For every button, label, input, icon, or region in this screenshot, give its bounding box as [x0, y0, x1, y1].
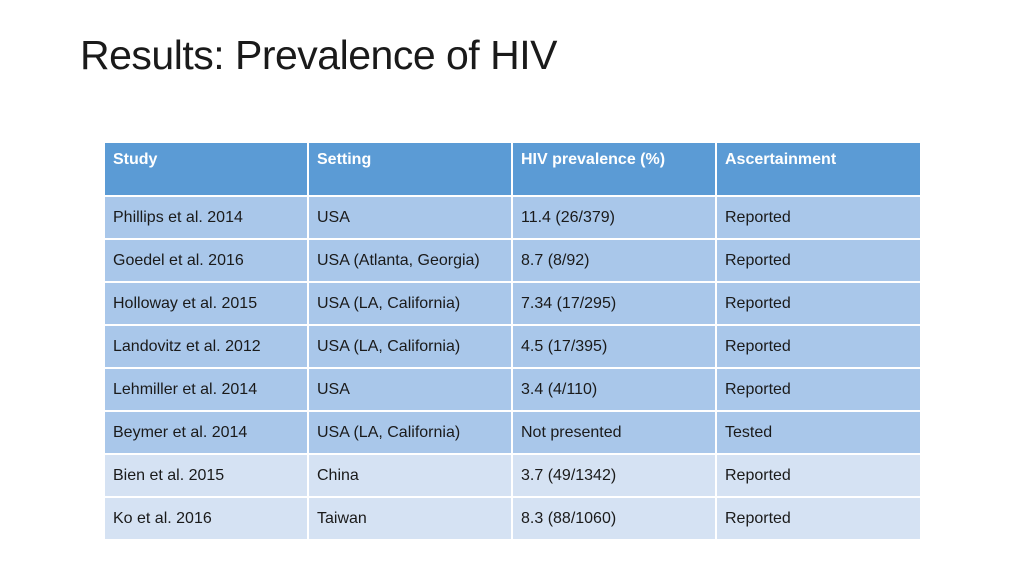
table-row: Beymer et al. 2014 USA (LA, California) …: [103, 410, 922, 455]
cell-prevalence: 4.5 (17/395): [511, 324, 717, 369]
table-row: Goedel et al. 2016 USA (Atlanta, Georgia…: [103, 238, 922, 283]
cell-prevalence: 8.3 (88/1060): [511, 496, 717, 541]
table-row: Landovitz et al. 2012 USA (LA, Californi…: [103, 324, 922, 369]
cell-setting: USA (Atlanta, Georgia): [307, 238, 513, 283]
table-row: Ko et al. 2016 Taiwan 8.3 (88/1060) Repo…: [103, 496, 922, 541]
table-row: Holloway et al. 2015 USA (LA, California…: [103, 281, 922, 326]
header-study: Study: [103, 141, 309, 197]
cell-prevalence: 8.7 (8/92): [511, 238, 717, 283]
cell-study: Phillips et al. 2014: [103, 195, 309, 240]
cell-ascertainment: Reported: [715, 238, 922, 283]
cell-ascertainment: Tested: [715, 410, 922, 455]
cell-study: Holloway et al. 2015: [103, 281, 309, 326]
cell-setting: USA (LA, California): [307, 324, 513, 369]
cell-setting: China: [307, 453, 513, 498]
cell-ascertainment: Reported: [715, 281, 922, 326]
cell-study: Ko et al. 2016: [103, 496, 309, 541]
cell-setting: Taiwan: [307, 496, 513, 541]
header-ascertainment: Ascertainment: [715, 141, 922, 197]
cell-setting: USA (LA, California): [307, 410, 513, 455]
cell-setting: USA (LA, California): [307, 281, 513, 326]
header-setting: Setting: [307, 141, 513, 197]
cell-study: Beymer et al. 2014: [103, 410, 309, 455]
table-row: Lehmiller et al. 2014 USA 3.4 (4/110) Re…: [103, 367, 922, 412]
cell-ascertainment: Reported: [715, 496, 922, 541]
cell-ascertainment: Reported: [715, 367, 922, 412]
cell-study: Goedel et al. 2016: [103, 238, 309, 283]
slide-title: Results: Prevalence of HIV: [80, 32, 557, 78]
header-hiv-prevalence: HIV prevalence (%): [511, 141, 717, 197]
table-header-row: Study Setting HIV prevalence (%) Ascerta…: [103, 141, 922, 197]
table-row: Bien et al. 2015 China 3.7 (49/1342) Rep…: [103, 453, 922, 498]
table-row: Phillips et al. 2014 USA 11.4 (26/379) R…: [103, 195, 922, 240]
results-table: Study Setting HIV prevalence (%) Ascerta…: [103, 141, 922, 541]
cell-prevalence: 3.7 (49/1342): [511, 453, 717, 498]
cell-study: Lehmiller et al. 2014: [103, 367, 309, 412]
cell-ascertainment: Reported: [715, 195, 922, 240]
cell-prevalence: Not presented: [511, 410, 717, 455]
cell-prevalence: 11.4 (26/379): [511, 195, 717, 240]
cell-prevalence: 3.4 (4/110): [511, 367, 717, 412]
cell-setting: USA: [307, 367, 513, 412]
cell-study: Landovitz et al. 2012: [103, 324, 309, 369]
cell-prevalence: 7.34 (17/295): [511, 281, 717, 326]
cell-setting: USA: [307, 195, 513, 240]
cell-ascertainment: Reported: [715, 453, 922, 498]
cell-ascertainment: Reported: [715, 324, 922, 369]
cell-study: Bien et al. 2015: [103, 453, 309, 498]
